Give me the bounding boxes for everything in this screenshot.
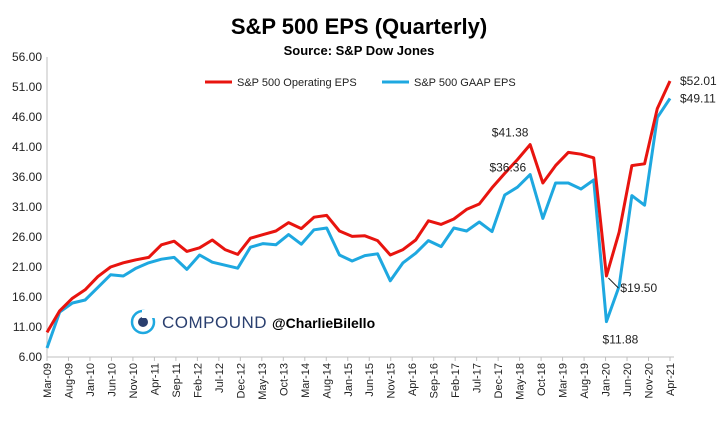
x-tick-label: Mar-14 <box>300 363 312 398</box>
x-tick-label: Jul-17 <box>472 363 484 393</box>
x-tick-label: Mar-09 <box>42 363 54 398</box>
x-tick-label: Jul-12 <box>214 363 226 393</box>
data-label: $52.01 <box>680 74 717 88</box>
x-tick-label: Jan-15 <box>343 363 355 397</box>
y-tick-label: 36.00 <box>12 170 42 184</box>
x-tick-label: Nov-10 <box>128 363 140 398</box>
y-tick-label: 46.00 <box>12 110 42 124</box>
data-label: $49.11 <box>680 91 716 105</box>
x-tick-label: Apr-21 <box>665 363 677 396</box>
x-tick-label: Jun-20 <box>622 363 634 397</box>
brand-name: COMPOUND <box>162 313 267 332</box>
x-tick-label: Mar-19 <box>558 363 570 398</box>
y-tick-label: 16.00 <box>12 290 42 304</box>
data-label: $11.88 <box>603 333 639 347</box>
legend-operating-label: S&P 500 Operating EPS <box>237 77 357 89</box>
y-tick-label: 41.00 <box>12 140 42 154</box>
x-tick-label: May-18 <box>515 363 527 400</box>
compound-logo-icon <box>130 309 156 335</box>
x-tick-label: Feb-12 <box>192 363 204 398</box>
legend: S&P 500 Operating EPS S&P 500 GAAP EPS <box>205 77 516 89</box>
annotation-leader <box>608 277 619 289</box>
y-tick-label: 6.00 <box>19 350 43 364</box>
y-tick-label: 56.00 <box>12 50 42 64</box>
y-tick-label: 51.00 <box>12 80 42 94</box>
data-label: $36.36 <box>489 161 526 175</box>
y-tick-label: 31.00 <box>12 200 42 214</box>
x-tick-label: Aug-09 <box>63 363 75 398</box>
gaap-eps-line <box>45 97 672 349</box>
x-tick-label: Aug-19 <box>579 363 591 398</box>
legend-gaap-label: S&P 500 GAAP EPS <box>414 77 516 89</box>
x-tick-label: Nov-15 <box>386 363 398 398</box>
y-tick-label: 26.00 <box>12 230 42 244</box>
x-tick-label: Sep-11 <box>171 363 183 398</box>
annotations: $41.38 $36.36 $11.88 $19.50 $52.01 $49.11 <box>489 74 717 347</box>
x-tick-label: May-13 <box>257 363 269 400</box>
watermark: COMPOUND @CharlieBilello <box>130 309 375 335</box>
axes: 56.00 51.00 46.00 41.00 36.00 31.00 26.00 21.00… <box>12 50 677 400</box>
operating-eps-line <box>45 80 672 334</box>
twitter-handle: @CharlieBilello <box>272 315 375 331</box>
x-tick-label: Dec-12 <box>235 363 247 398</box>
x-tick-label: Oct-18 <box>536 363 548 396</box>
x-tick-label: Aug-14 <box>321 363 333 398</box>
x-tick-label: Oct-13 <box>278 363 290 396</box>
x-tick-label: Feb-17 <box>450 363 462 398</box>
data-label: $19.50 <box>620 281 657 295</box>
y-tick-label: 21.00 <box>12 260 42 274</box>
x-tick-label: Dec-17 <box>493 363 505 398</box>
chart-subtitle: Source: S&P Dow Jones <box>284 43 435 58</box>
y-tick-label: 11.00 <box>13 320 42 334</box>
series-lines <box>45 80 672 349</box>
x-tick-label: Nov-20 <box>644 363 656 398</box>
chart-title: S&P 500 EPS (Quarterly) <box>231 14 487 39</box>
x-tick-label: Jun-10 <box>106 363 118 397</box>
data-label: $41.38 <box>492 126 529 140</box>
x-tick-label: Jan-10 <box>85 363 97 397</box>
x-tick-label: Apr-16 <box>407 363 419 396</box>
x-tick-label: Jan-20 <box>601 363 613 397</box>
x-tick-label: Sep-16 <box>429 363 441 398</box>
x-tick-label: Jun-15 <box>364 363 376 397</box>
x-tick-label: Apr-11 <box>149 363 161 395</box>
